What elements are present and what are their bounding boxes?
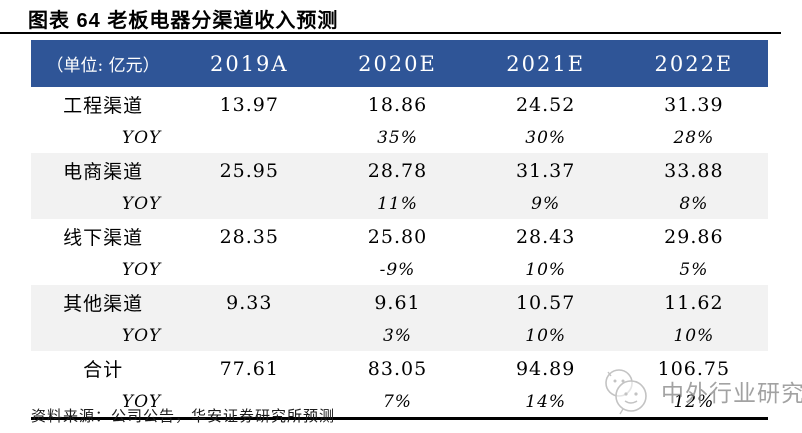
channel-name: 工程渠道 xyxy=(63,95,144,117)
column-header-2022E: 2022E xyxy=(619,40,768,87)
column-header-2021E: 2021E xyxy=(471,40,620,87)
channel-value: 29.86 xyxy=(664,225,724,248)
channel-value: 77.61 xyxy=(219,357,279,380)
yoy-value: 28% xyxy=(673,127,715,148)
channel-value: 25.80 xyxy=(367,225,428,248)
table-header-row: （单位: 亿元） 2019A 2020E 2021E 2022E xyxy=(31,40,768,87)
channel-value: 33.88 xyxy=(619,153,768,188)
channel-value: 24.52 xyxy=(515,93,576,116)
channel-value: 94.89 xyxy=(515,357,576,380)
channel-value: 9.61 xyxy=(323,285,472,320)
yoy-value xyxy=(175,254,323,285)
unit-label-cell: （单位: 亿元） xyxy=(31,40,176,87)
yoy-value: 35% xyxy=(377,127,418,148)
column-header-2019A: 2019A xyxy=(175,40,324,87)
channel-name: 电商渠道 xyxy=(31,153,176,188)
watermark: 中外行业研究 xyxy=(595,362,802,420)
channel-value: 28.35 xyxy=(219,225,279,248)
channel-value: 31.37 xyxy=(471,153,620,188)
channel-value: 83.05 xyxy=(367,357,428,380)
channel-row: 线下渠道 28.35 25.80 28.43 29.86 xyxy=(31,219,768,254)
yoy-value: 9% xyxy=(471,188,620,219)
yoy-value: -9% xyxy=(379,259,416,280)
yoy-value: 12% xyxy=(673,391,715,412)
revenue-forecast-table: （单位: 亿元） 2019A 2020E 2021E 2022E 工程渠道 13.97 1… xyxy=(31,40,768,420)
channel-name: 线下渠道 xyxy=(63,227,144,249)
yoy-row: YOY 7% 14% 12% xyxy=(31,386,768,419)
yoy-value xyxy=(175,320,324,351)
channel-value: 9.33 xyxy=(175,285,324,320)
yoy-row: YOY -9% 10% 5% xyxy=(31,254,768,285)
column-header-2020E: 2020E xyxy=(323,40,472,87)
yoy-value: 11% xyxy=(323,188,472,219)
source-note: 资料来源：公司公告，华安证券研究所预测 xyxy=(31,407,336,425)
title-divider xyxy=(0,32,781,34)
yoy-value: 5% xyxy=(679,259,709,280)
yoy-value: 7% xyxy=(382,391,412,412)
channel-value: 25.95 xyxy=(175,153,324,188)
channel-value: 28.43 xyxy=(515,225,576,248)
channel-row: 其他渠道 9.33 9.61 10.57 11.62 xyxy=(31,285,768,320)
channel-value: 31.39 xyxy=(664,93,724,116)
channel-name: 其他渠道 xyxy=(31,285,176,320)
figure-title: 图表 64 老板电器分渠道收入预测 xyxy=(28,10,339,32)
yoy-value: 14% xyxy=(525,391,567,412)
channel-row: 合计 77.61 83.05 94.89 106.75 xyxy=(31,351,768,386)
table-body: 工程渠道 13.97 18.86 24.52 31.39 YOY 35% 30% 28% 电商渠道… xyxy=(31,87,768,419)
watermark-text: 中外行业研究 xyxy=(661,381,802,407)
channel-value: 18.86 xyxy=(367,93,428,116)
yoy-label: YOY xyxy=(121,259,162,280)
channel-row: 工程渠道 13.97 18.86 24.52 31.39 xyxy=(31,87,768,122)
yoy-value: 10% xyxy=(619,320,768,351)
yoy-row: YOY 11% 9% 8% xyxy=(31,188,768,219)
channel-value: 13.97 xyxy=(219,93,279,116)
yoy-row: YOY 35% 30% 28% xyxy=(31,122,768,153)
channel-value: 28.78 xyxy=(323,153,472,188)
yoy-label: YOY xyxy=(121,391,162,412)
yoy-value: 3% xyxy=(323,320,472,351)
yoy-value xyxy=(175,122,323,153)
yoy-value: 10% xyxy=(471,320,620,351)
channel-value: 106.75 xyxy=(657,357,731,380)
yoy-value: 10% xyxy=(525,259,567,280)
yoy-label: YOY xyxy=(121,127,162,148)
yoy-value: 30% xyxy=(525,127,567,148)
yoy-value: 8% xyxy=(619,188,768,219)
yoy-row: YOY 3% 10% 10% xyxy=(31,320,768,351)
yoy-label: YOY xyxy=(31,188,176,219)
channel-value: 11.62 xyxy=(619,285,768,320)
channel-row: 电商渠道 25.95 28.78 31.37 33.88 xyxy=(31,153,768,188)
yoy-label: YOY xyxy=(31,320,176,351)
channel-name: 合计 xyxy=(83,359,124,381)
yoy-value xyxy=(175,188,324,219)
channel-value: 10.57 xyxy=(471,285,620,320)
chat-bubbles-logo-icon xyxy=(605,369,647,415)
